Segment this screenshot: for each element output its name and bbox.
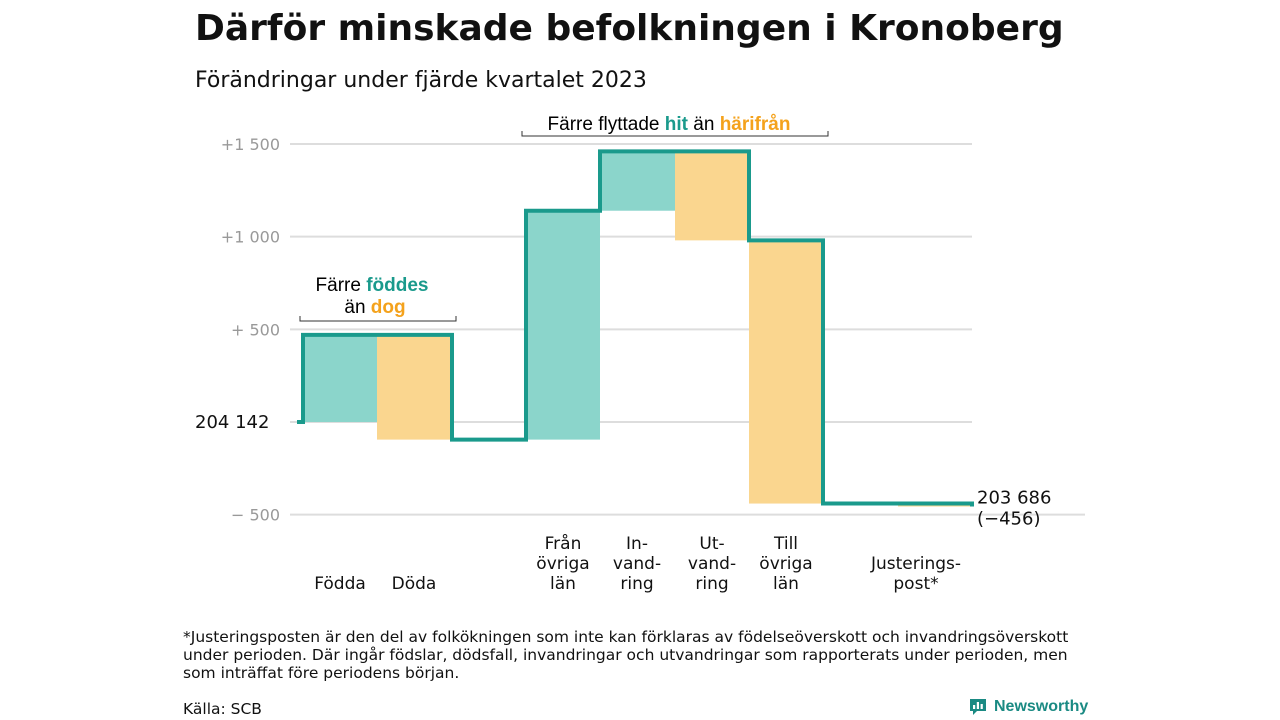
chart-title: Därför minskade befolkningen i Kronoberg xyxy=(195,8,1064,49)
category-label: post* xyxy=(893,574,938,594)
newsworthy-logo[interactable]: Newsworthy xyxy=(968,696,1088,718)
end-value-label: 203 686 xyxy=(977,488,1051,509)
bar xyxy=(600,151,675,211)
bar xyxy=(749,240,823,504)
births-annotation-prefix2: än xyxy=(344,297,370,318)
moves-annotation-middle: än xyxy=(688,114,720,135)
category-label: län xyxy=(550,574,576,594)
births-annotation-line2: än dog xyxy=(344,297,405,318)
bar xyxy=(377,334,452,440)
bar xyxy=(675,151,749,241)
moves-annotation-hit: hit xyxy=(665,114,689,135)
source: Källa: SCB xyxy=(183,700,262,718)
y-tick-label: +1 500 xyxy=(221,135,280,154)
bar-chart-icon xyxy=(970,699,986,715)
category-label: övriga xyxy=(759,554,812,574)
births-annotation-line1: Färre föddes xyxy=(316,275,429,296)
chart-subtitle: Förändringar under fjärde kvartalet 2023 xyxy=(195,68,647,93)
category-label: Justerings- xyxy=(870,554,961,574)
moves-annotation-harifran: härifrån xyxy=(720,114,791,135)
category-label: Till xyxy=(773,534,798,554)
category-label: övriga xyxy=(536,554,589,574)
end-change-label: (−456) xyxy=(977,509,1040,530)
bar xyxy=(303,334,377,422)
y-tick-label: − 500 xyxy=(231,506,280,525)
logo-text: Newsworthy xyxy=(994,698,1089,715)
start-value-label: 204 142 xyxy=(195,412,269,433)
footnote: *Justeringsposten är den del av folkökni… xyxy=(183,628,1069,682)
category-label: In- xyxy=(626,534,648,554)
category-label: Från xyxy=(545,533,582,554)
y-tick-label: +1 000 xyxy=(221,228,280,247)
category-label: vand- xyxy=(613,554,661,574)
category-label: vand- xyxy=(688,554,736,574)
births-annotation-bracket xyxy=(299,316,457,322)
category-label: län xyxy=(773,574,799,594)
births-annotation-prefix: Färre xyxy=(316,275,367,296)
running-total-line xyxy=(297,149,974,507)
waterfall-chart: +1 500 +1 000 + 500 − 500 204 142 203 686(−45… xyxy=(195,114,1085,594)
moves-annotation: Färre flyttade hit än härifrån xyxy=(548,114,791,135)
category-label: Ut- xyxy=(699,534,724,554)
births-annotation-highlight: föddes xyxy=(366,275,428,296)
bar xyxy=(526,210,600,440)
moves-annotation-bracket xyxy=(521,131,829,137)
category-label: Födda xyxy=(314,574,366,594)
y-tick-label: + 500 xyxy=(231,320,280,339)
category-label: Döda xyxy=(392,574,437,594)
category-label: ring xyxy=(620,574,653,594)
moves-annotation-prefix: Färre flyttade xyxy=(548,114,665,135)
births-annotation-highlight2: dog xyxy=(371,297,406,318)
category-label: ring xyxy=(695,574,728,594)
